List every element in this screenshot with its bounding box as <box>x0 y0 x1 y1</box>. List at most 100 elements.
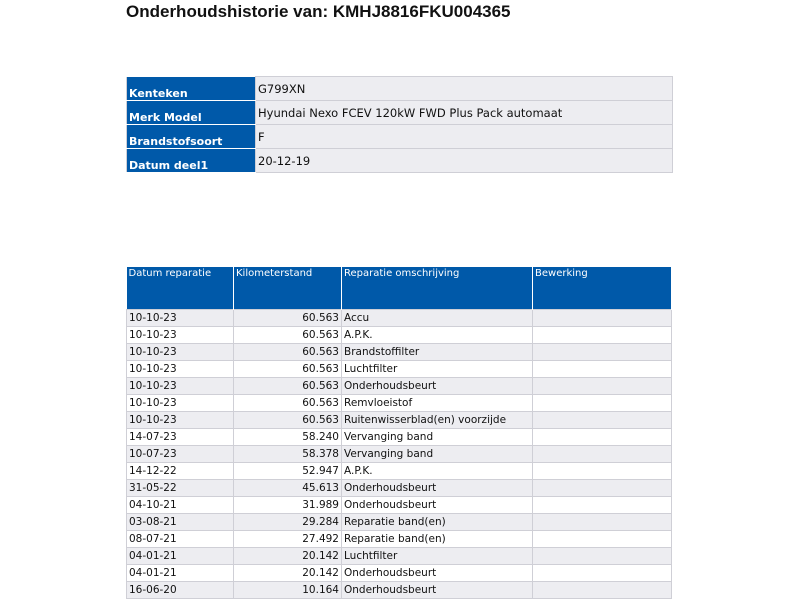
date-cell: 10-10-23 <box>126 411 234 429</box>
info-row: Kenteken G799XN <box>126 76 673 101</box>
column-header: Datum reparatie <box>126 267 234 310</box>
info-value: 20-12-19 <box>255 148 673 173</box>
vehicle-info-table: Kenteken G799XN Merk Model Hyundai Nexo FCE… <box>126 76 673 173</box>
date-cell: 10-10-23 <box>126 394 234 412</box>
date-cell: 04-01-21 <box>126 564 234 582</box>
description-cell: Onderhoudsbeurt <box>341 377 533 395</box>
km-cell: 58.378 <box>233 445 342 463</box>
date-cell: 03-08-21 <box>126 513 234 531</box>
km-cell: 60.563 <box>233 326 342 344</box>
date-cell: 04-01-21 <box>126 547 234 565</box>
description-cell: Brandstoffilter <box>341 343 533 361</box>
km-cell: 10.164 <box>233 581 342 599</box>
description-cell: Onderhoudsbeurt <box>341 479 533 497</box>
table-row: 10-10-23 60.563 Accu <box>126 309 672 327</box>
info-value: Hyundai Nexo FCEV 120kW FWD Plus Pack au… <box>255 100 673 125</box>
description-cell: A.P.K. <box>341 462 533 480</box>
description-cell: Onderhoudsbeurt <box>341 581 533 599</box>
date-cell: 04-10-21 <box>126 496 234 514</box>
action-cell <box>532 326 672 344</box>
description-cell: Onderhoudsbeurt <box>341 496 533 514</box>
column-header: Reparatie omschrijving <box>341 267 533 310</box>
table-row: 10-10-23 60.563 Onderhoudsbeurt <box>126 377 672 395</box>
description-cell: Reparatie band(en) <box>341 513 533 531</box>
date-cell: 10-10-23 <box>126 309 234 327</box>
km-cell: 27.492 <box>233 530 342 548</box>
date-cell: 14-12-22 <box>126 462 234 480</box>
action-cell <box>532 411 672 429</box>
page-title: Onderhoudshistorie van: KMHJ8816FKU00436… <box>126 2 511 21</box>
date-cell: 10-10-23 <box>126 326 234 344</box>
info-row: Merk Model Hyundai Nexo FCEV 120kW FWD Pl… <box>126 100 673 125</box>
table-row: 04-01-21 20.142 Luchtfilter <box>126 547 672 565</box>
action-cell <box>532 581 672 599</box>
km-cell: 60.563 <box>233 343 342 361</box>
info-row: Brandstofsoort F <box>126 124 673 149</box>
action-cell <box>532 428 672 446</box>
description-cell: Remvloeistof <box>341 394 533 412</box>
km-cell: 60.563 <box>233 360 342 378</box>
table-row: 10-10-23 60.563 Luchtfilter <box>126 360 672 378</box>
column-header: Kilometerstand <box>233 267 342 310</box>
date-cell: 16-06-20 <box>126 581 234 599</box>
action-cell <box>532 479 672 497</box>
info-row: Datum deel1 20-12-19 <box>126 148 673 173</box>
table-row: 08-07-21 27.492 Reparatie band(en) <box>126 530 672 548</box>
action-cell <box>532 377 672 395</box>
km-cell: 31.989 <box>233 496 342 514</box>
description-cell: Accu <box>341 309 533 327</box>
table-row: 31-05-22 45.613 Onderhoudsbeurt <box>126 479 672 497</box>
table-row: 14-12-22 52.947 A.P.K. <box>126 462 672 480</box>
action-cell <box>532 496 672 514</box>
date-cell: 31-05-22 <box>126 479 234 497</box>
info-label: Brandstofsoort <box>126 124 256 149</box>
action-cell <box>532 309 672 327</box>
km-cell: 29.284 <box>233 513 342 531</box>
table-row: 14-07-23 58.240 Vervanging band <box>126 428 672 446</box>
km-cell: 20.142 <box>233 564 342 582</box>
column-header: Bewerking <box>532 267 672 310</box>
info-label: Merk Model <box>126 100 256 125</box>
date-cell: 08-07-21 <box>126 530 234 548</box>
action-cell <box>532 462 672 480</box>
table-row: 10-10-23 60.563 A.P.K. <box>126 326 672 344</box>
action-cell <box>532 513 672 531</box>
description-cell: Ruitenwisserblad(en) voorzijde <box>341 411 533 429</box>
km-cell: 60.563 <box>233 394 342 412</box>
table-row: 04-01-21 20.142 Onderhoudsbeurt <box>126 564 672 582</box>
km-cell: 58.240 <box>233 428 342 446</box>
km-cell: 45.613 <box>233 479 342 497</box>
info-label: Datum deel1 <box>126 148 256 173</box>
action-cell <box>532 360 672 378</box>
table-row: 10-07-23 58.378 Vervanging band <box>126 445 672 463</box>
km-cell: 52.947 <box>233 462 342 480</box>
description-cell: Luchtfilter <box>341 360 533 378</box>
date-cell: 10-07-23 <box>126 445 234 463</box>
date-cell: 10-10-23 <box>126 377 234 395</box>
table-row: 10-10-23 60.563 Ruitenwisserblad(en) voorz… <box>126 411 672 429</box>
action-cell <box>532 445 672 463</box>
table-row: 10-10-23 60.563 Remvloeistof <box>126 394 672 412</box>
info-value: F <box>255 124 673 149</box>
date-cell: 10-10-23 <box>126 343 234 361</box>
km-cell: 60.563 <box>233 309 342 327</box>
table-row: 03-08-21 29.284 Reparatie band(en) <box>126 513 672 531</box>
info-value: G799XN <box>255 76 673 101</box>
table-row: 16-06-20 10.164 Onderhoudsbeurt <box>126 581 672 599</box>
table-row: 04-10-21 31.989 Onderhoudsbeurt <box>126 496 672 514</box>
km-cell: 20.142 <box>233 547 342 565</box>
table-row: 10-10-23 60.563 Brandstoffilter <box>126 343 672 361</box>
info-label: Kenteken <box>126 76 256 101</box>
description-cell: Vervanging band <box>341 445 533 463</box>
description-cell: Vervanging band <box>341 428 533 446</box>
table-header-row: Datum reparatie Kilometerstand Reparatie o… <box>126 267 672 310</box>
date-cell: 10-10-23 <box>126 360 234 378</box>
action-cell <box>532 394 672 412</box>
date-cell: 14-07-23 <box>126 428 234 446</box>
action-cell <box>532 547 672 565</box>
km-cell: 60.563 <box>233 377 342 395</box>
description-cell: Onderhoudsbeurt <box>341 564 533 582</box>
description-cell: Luchtfilter <box>341 547 533 565</box>
action-cell <box>532 530 672 548</box>
maintenance-history-table: Datum reparatie Kilometerstand Reparatie o… <box>126 267 672 599</box>
